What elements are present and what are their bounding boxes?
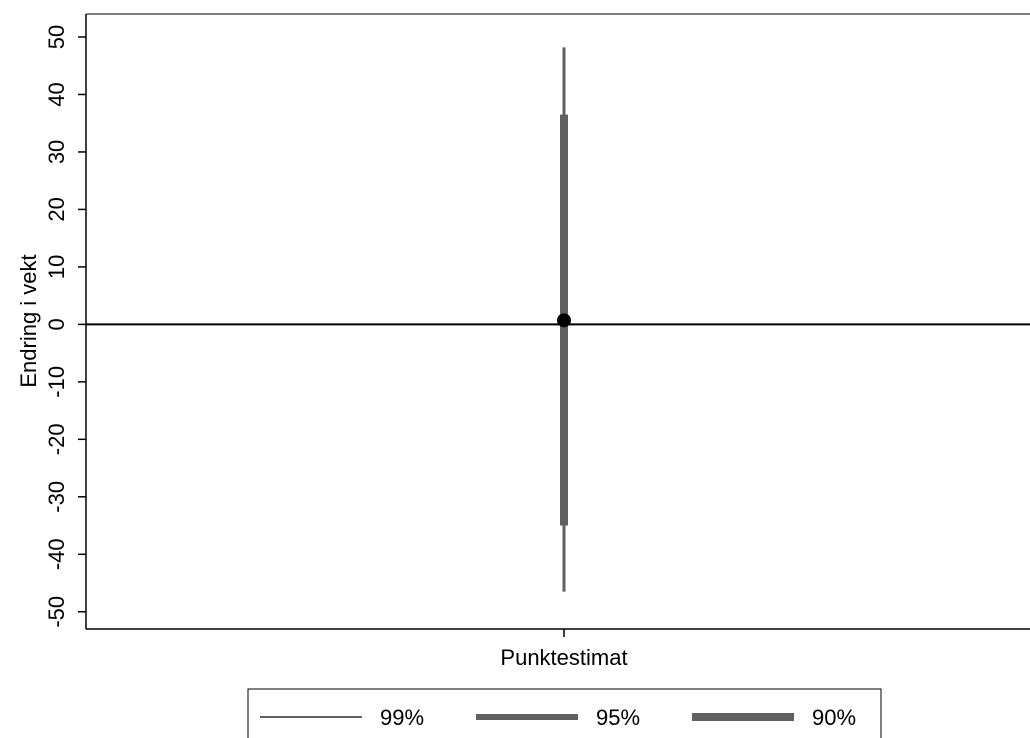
- y-tick-label: 40: [44, 82, 69, 106]
- y-tick-label: 30: [44, 140, 69, 164]
- y-tick-label: -10: [44, 366, 69, 398]
- x-axis-ticks: Punktestimat: [500, 629, 628, 670]
- y-tick-label: 10: [44, 255, 69, 279]
- legend: 99% 95% 90%: [247, 688, 882, 738]
- y-axis-title: Endring i vekt: [16, 254, 41, 387]
- y-tick-label: -20: [44, 423, 69, 455]
- legend-label-95%: 95%: [596, 705, 640, 730]
- y-tick-label: -50: [44, 596, 69, 628]
- y-tick-label: 50: [44, 25, 69, 49]
- y-tick-label: -40: [44, 538, 69, 570]
- point-estimate-marker: [557, 313, 571, 328]
- y-axis-ticks: -50 -40 -30 -20 -10 0 10 20 30 40 50: [44, 25, 86, 628]
- legend-label-99%: 99%: [380, 705, 424, 730]
- y-tick-label: 0: [44, 318, 69, 330]
- x-tick-label: Punktestimat: [500, 645, 627, 670]
- y-tick-label: -30: [44, 481, 69, 513]
- y-tick-label: 20: [44, 197, 69, 221]
- plot-frame: [85, 13, 1030, 630]
- legend-label-90%: 90%: [812, 705, 856, 730]
